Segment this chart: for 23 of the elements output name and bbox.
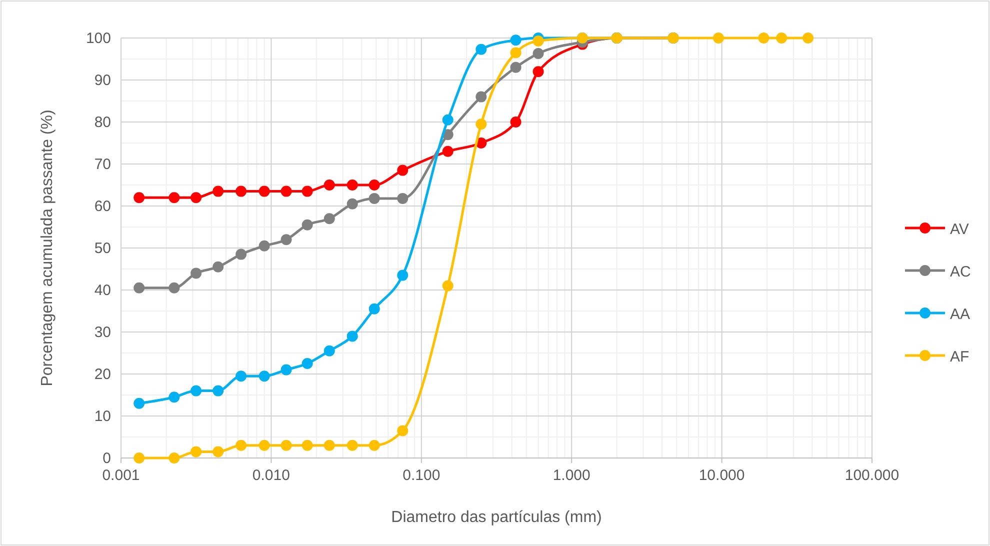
y-tick-label: 0 <box>102 450 111 467</box>
x-tick-label: 0.100 <box>402 467 440 484</box>
legend-label: AA <box>950 306 970 323</box>
y-tick-label: 60 <box>94 198 111 215</box>
y-tick-label: 30 <box>94 324 111 341</box>
y-tick-label: 90 <box>94 72 111 89</box>
x-tick-label: 100.000 <box>844 467 900 484</box>
x-axis-title: Diametro das partículas (mm) <box>391 509 602 526</box>
x-tick-label: 0.001 <box>102 467 140 484</box>
y-tick-label: 70 <box>94 156 111 173</box>
y-tick-label: 50 <box>94 240 111 257</box>
y-tick-label: 10 <box>94 408 111 425</box>
legend-label: AV <box>950 221 969 238</box>
y-tick-label: 100 <box>86 30 111 47</box>
legend-label: AC <box>950 264 972 280</box>
y-axis-title: Porcentagem acumulada passante (%) <box>39 110 56 386</box>
legend-label: AF <box>950 348 970 366</box>
x-tick-label: 1.000 <box>552 467 590 484</box>
y-tick-label: 40 <box>94 282 111 299</box>
y-tick-label: 80 <box>94 114 111 131</box>
x-tick-label: 0.010 <box>252 467 290 484</box>
y-tick-label: 20 <box>94 366 111 383</box>
x-tick-label: 10.000 <box>698 467 745 484</box>
